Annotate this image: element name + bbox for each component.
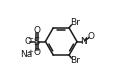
Text: Na: Na xyxy=(20,50,33,59)
Text: O: O xyxy=(33,26,40,35)
Text: +: + xyxy=(27,49,33,55)
Text: N: N xyxy=(80,37,87,46)
Text: O: O xyxy=(88,32,95,41)
Text: S: S xyxy=(34,37,40,46)
Text: −: − xyxy=(27,36,33,42)
Text: Br: Br xyxy=(70,18,80,27)
Text: O: O xyxy=(25,37,31,46)
Text: O: O xyxy=(33,48,40,57)
Text: Br: Br xyxy=(70,56,80,65)
